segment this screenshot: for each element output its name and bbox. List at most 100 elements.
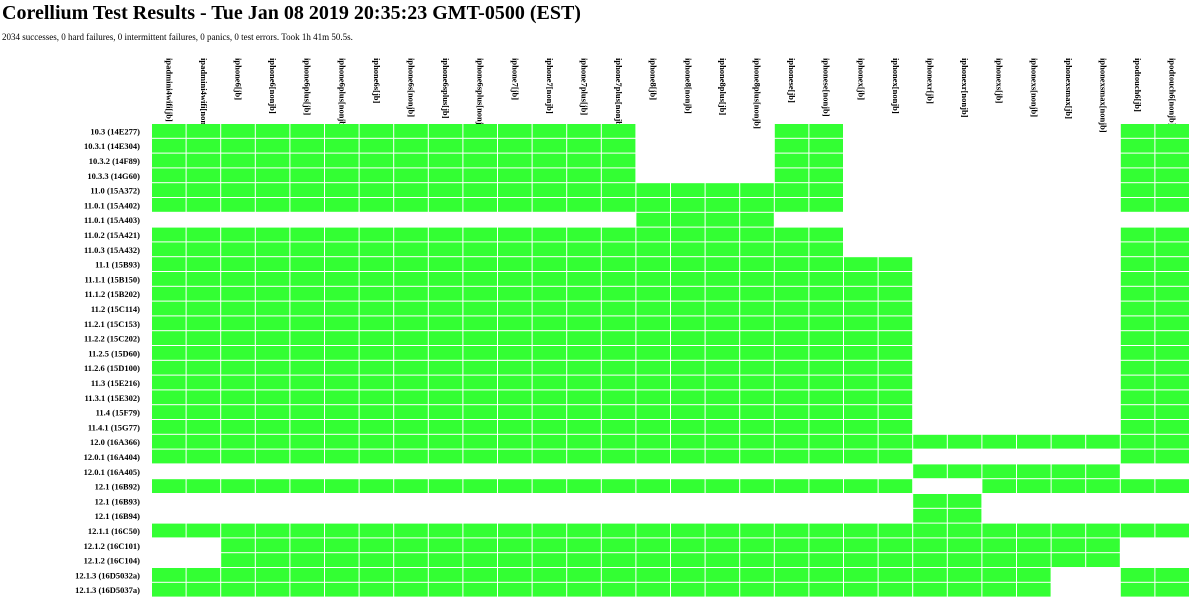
pass-cell — [1155, 272, 1189, 286]
pass-cell — [1120, 168, 1155, 183]
pass-cell — [567, 553, 601, 567]
pass-cell — [428, 301, 463, 316]
pass-cell — [152, 331, 186, 345]
pass-cell — [1155, 582, 1189, 597]
pass-cell — [774, 301, 809, 316]
pass-cell — [636, 316, 670, 331]
pass-cell — [567, 390, 601, 405]
pass-cell — [567, 242, 601, 257]
pass-cell — [394, 331, 428, 345]
pass-cell — [532, 124, 567, 138]
column-header: iphone6plus[nonjb] — [337, 58, 347, 129]
pass-cell — [186, 301, 221, 316]
column-header: iphonexr[nonjb] — [960, 58, 970, 118]
pass-cell — [221, 227, 255, 242]
pass-cell — [740, 212, 774, 227]
pass-cell — [186, 153, 221, 168]
row-label: 11.0.3 (15A432) — [84, 245, 140, 255]
pass-cell — [1120, 331, 1155, 345]
pass-cell — [463, 331, 497, 345]
pass-cell — [255, 434, 290, 449]
pass-cell — [428, 479, 463, 493]
pass-cell — [532, 227, 567, 242]
pass-cell — [1155, 257, 1189, 271]
pass-cell — [359, 479, 394, 493]
pass-cell — [982, 464, 1016, 479]
pass-cell — [221, 331, 255, 345]
pass-cell — [255, 449, 290, 464]
pass-cell — [844, 405, 878, 419]
pass-cell — [532, 346, 567, 360]
pass-cell — [705, 390, 740, 405]
pass-cell — [532, 405, 567, 419]
pass-cell — [152, 301, 186, 316]
pass-cell — [844, 523, 878, 538]
pass-cell — [567, 227, 601, 242]
pass-cell — [463, 523, 497, 538]
pass-cell — [428, 124, 463, 138]
pass-cell — [359, 434, 394, 449]
pass-cell — [359, 331, 394, 345]
pass-cell — [186, 316, 221, 331]
pass-cell — [255, 538, 290, 553]
pass-cell — [740, 523, 774, 538]
pass-cell — [705, 582, 740, 597]
pass-cell — [463, 420, 497, 434]
pass-cell — [601, 538, 636, 553]
pass-cell — [774, 479, 809, 493]
pass-cell — [290, 242, 324, 257]
pass-cell — [428, 331, 463, 345]
pass-cell — [498, 198, 532, 212]
pass-cell — [567, 272, 601, 286]
pass-cell — [428, 138, 463, 153]
pass-cell — [636, 553, 670, 567]
pass-cell — [359, 405, 394, 419]
pass-cell — [152, 153, 186, 168]
pass-cell — [498, 286, 532, 301]
pass-cell — [463, 360, 497, 375]
pass-cell — [394, 272, 428, 286]
pass-cell — [290, 331, 324, 345]
pass-cell — [809, 124, 843, 138]
pass-cell — [394, 479, 428, 493]
summary: 2034 successes, 0 hard failures, 0 inter… — [2, 32, 353, 42]
row-label: 11.2.1 (15C153) — [84, 319, 140, 329]
pass-cell — [359, 198, 394, 212]
pass-cell — [671, 227, 705, 242]
pass-cell — [498, 257, 532, 271]
pass-cell — [878, 331, 913, 345]
pass-cell — [844, 390, 878, 405]
pass-cell — [601, 434, 636, 449]
pass-cell — [774, 375, 809, 390]
pass-cell — [1155, 301, 1189, 316]
pass-cell — [878, 375, 913, 390]
pass-cell — [290, 227, 324, 242]
column-header: iphone6s[nonjb] — [407, 58, 417, 117]
pass-cell — [809, 479, 843, 493]
pass-cell — [774, 523, 809, 538]
pass-cell — [290, 420, 324, 434]
pass-cell — [255, 568, 290, 582]
pass-cell — [844, 375, 878, 390]
pass-cell — [705, 257, 740, 271]
row-label: 11.2.6 (15D100) — [84, 363, 140, 373]
page-title: Corellium Test Results - Tue Jan 08 2019… — [2, 2, 581, 24]
pass-cell — [774, 420, 809, 434]
pass-cell — [221, 538, 255, 553]
pass-cell — [705, 568, 740, 582]
pass-cell — [844, 257, 878, 271]
pass-cell — [394, 568, 428, 582]
pass-cell — [1120, 242, 1155, 257]
pass-cell — [290, 257, 324, 271]
row-label: 10.3.2 (14F89) — [89, 156, 140, 166]
pass-cell — [878, 301, 913, 316]
pass-cell — [740, 316, 774, 331]
pass-cell — [844, 272, 878, 286]
pass-cell — [255, 286, 290, 301]
pass-cell — [221, 198, 255, 212]
pass-cell — [152, 568, 186, 582]
pass-cell — [152, 360, 186, 375]
pass-cell — [601, 198, 636, 212]
pass-cell — [325, 405, 359, 419]
pass-cell — [325, 124, 359, 138]
